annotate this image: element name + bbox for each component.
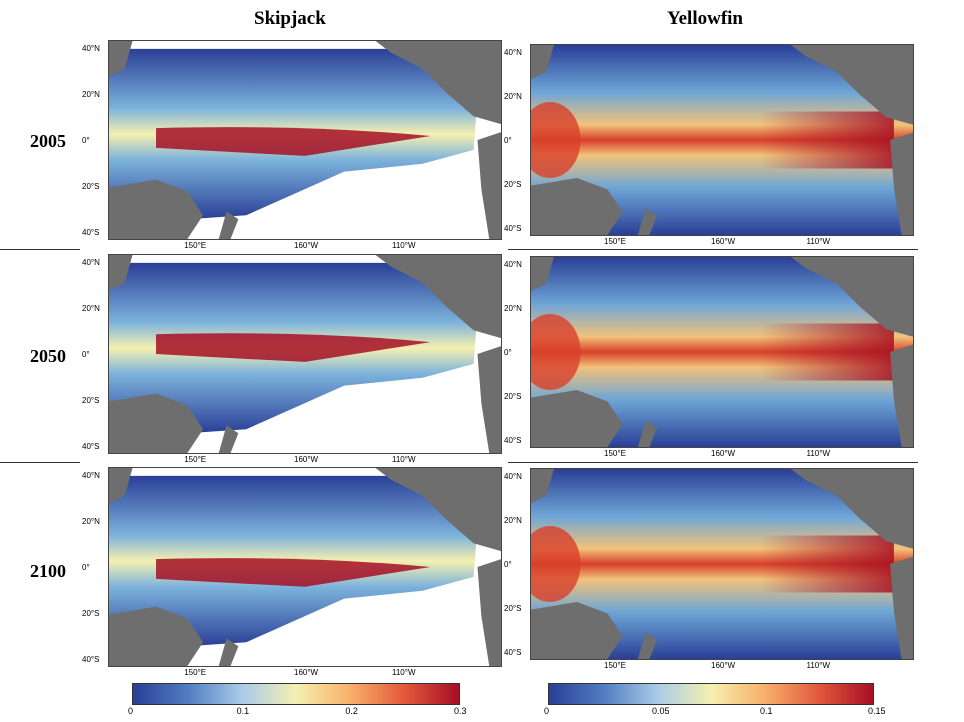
- latitude-tick-label: 40°N: [504, 472, 522, 481]
- latitude-tick-label: 20°N: [504, 304, 522, 313]
- latitude-tick-label: 20°N: [82, 90, 100, 99]
- latitude-tick-label: 0°: [82, 350, 90, 359]
- longitude-tick-label: 160°W: [711, 449, 736, 458]
- latitude-tick-label: 20°N: [82, 304, 100, 313]
- row-label-2100: 2100: [30, 561, 66, 581]
- latitude-tick-label: 20°N: [82, 517, 100, 526]
- column-title-skipjack: Skipjack: [254, 8, 326, 29]
- latitude-tick-label: 20°S: [504, 392, 522, 401]
- colorbar-tick-label: 0.1: [760, 706, 773, 716]
- map-skipjack-2050: [108, 254, 502, 454]
- longitude-tick-label: 160°W: [711, 661, 736, 670]
- latitude-tick-label: 20°N: [504, 516, 522, 525]
- row-label-2005: 2005: [30, 131, 66, 151]
- latitude-tick-label: 40°S: [504, 648, 522, 657]
- longitude-tick-label: 110°W: [806, 449, 831, 458]
- latitude-tick-label: 40°S: [504, 224, 522, 233]
- longitude-tick-label: 110°W: [392, 241, 416, 250]
- longitude-tick-label: 160°W: [294, 241, 319, 250]
- colorbar-tick-label: 0.2: [345, 706, 358, 716]
- colorbar-tick-label: 0.05: [652, 706, 670, 716]
- longitude-tick-label: 110°W: [392, 455, 416, 464]
- longitude-tick-label: 150°E: [184, 455, 207, 464]
- latitude-tick-label: 20°S: [504, 604, 522, 613]
- longitude-tick-label: 110°W: [392, 668, 416, 677]
- row-divider: [508, 462, 918, 463]
- map-skipjack-2100: [108, 467, 502, 667]
- latitude-tick-label: 40°S: [504, 436, 522, 445]
- longitude-tick-label: 150°E: [604, 661, 626, 670]
- longitude-tick-label: 150°E: [184, 668, 207, 677]
- latitude-tick-label: 40°S: [82, 228, 100, 237]
- latitude-tick-label: 40°N: [82, 258, 100, 267]
- map-yellowfin-2005: [530, 44, 914, 236]
- longitude-tick-label: 150°E: [184, 241, 207, 250]
- latitude-tick-label: 20°N: [504, 92, 522, 101]
- row-divider: [0, 462, 80, 463]
- map-yellowfin-2050: [530, 256, 914, 448]
- latitude-tick-label: 0°: [504, 348, 512, 357]
- row-label-2050: 2050: [30, 346, 66, 366]
- longitude-tick-label: 110°W: [806, 237, 831, 246]
- latitude-tick-label: 0°: [82, 563, 90, 572]
- map-yellowfin-2100: [530, 468, 914, 660]
- colorbar-tick-label: 0: [544, 706, 550, 716]
- colorbar-yellowfin: [548, 683, 874, 705]
- latitude-tick-label: 40°N: [504, 260, 522, 269]
- latitude-tick-label: 40°N: [82, 44, 100, 53]
- colorbar-tick-label: 0.1: [236, 706, 250, 716]
- latitude-tick-label: 0°: [504, 136, 512, 145]
- latitude-tick-label: 20°S: [82, 609, 100, 618]
- longitude-tick-label: 110°W: [806, 661, 831, 670]
- colorbar-tick-label: 0.3: [454, 706, 467, 716]
- longitude-tick-label: 150°E: [604, 449, 626, 458]
- latitude-tick-label: 0°: [82, 136, 90, 145]
- latitude-tick-label: 20°S: [82, 396, 100, 405]
- latitude-tick-label: 0°: [504, 560, 512, 569]
- latitude-tick-label: 40°N: [82, 471, 100, 480]
- longitude-tick-label: 150°E: [604, 237, 626, 246]
- row-divider: [0, 249, 80, 250]
- column-title-yellowfin: Yellowfin: [667, 8, 743, 29]
- latitude-tick-label: 20°S: [82, 182, 100, 191]
- colorbar-skipjack: [132, 683, 460, 705]
- colorbar-tick-label: 0.15: [868, 706, 886, 716]
- latitude-tick-label: 40°N: [504, 48, 522, 57]
- latitude-tick-label: 20°S: [504, 180, 522, 189]
- latitude-tick-label: 40°S: [82, 655, 100, 664]
- map-skipjack-2005: [108, 40, 502, 240]
- colorbar-tick-label: 0: [128, 706, 134, 716]
- longitude-tick-label: 160°W: [294, 668, 319, 677]
- longitude-tick-label: 160°W: [294, 455, 319, 464]
- latitude-tick-label: 40°S: [82, 442, 100, 451]
- longitude-tick-label: 160°W: [711, 237, 736, 246]
- row-divider: [508, 249, 918, 250]
